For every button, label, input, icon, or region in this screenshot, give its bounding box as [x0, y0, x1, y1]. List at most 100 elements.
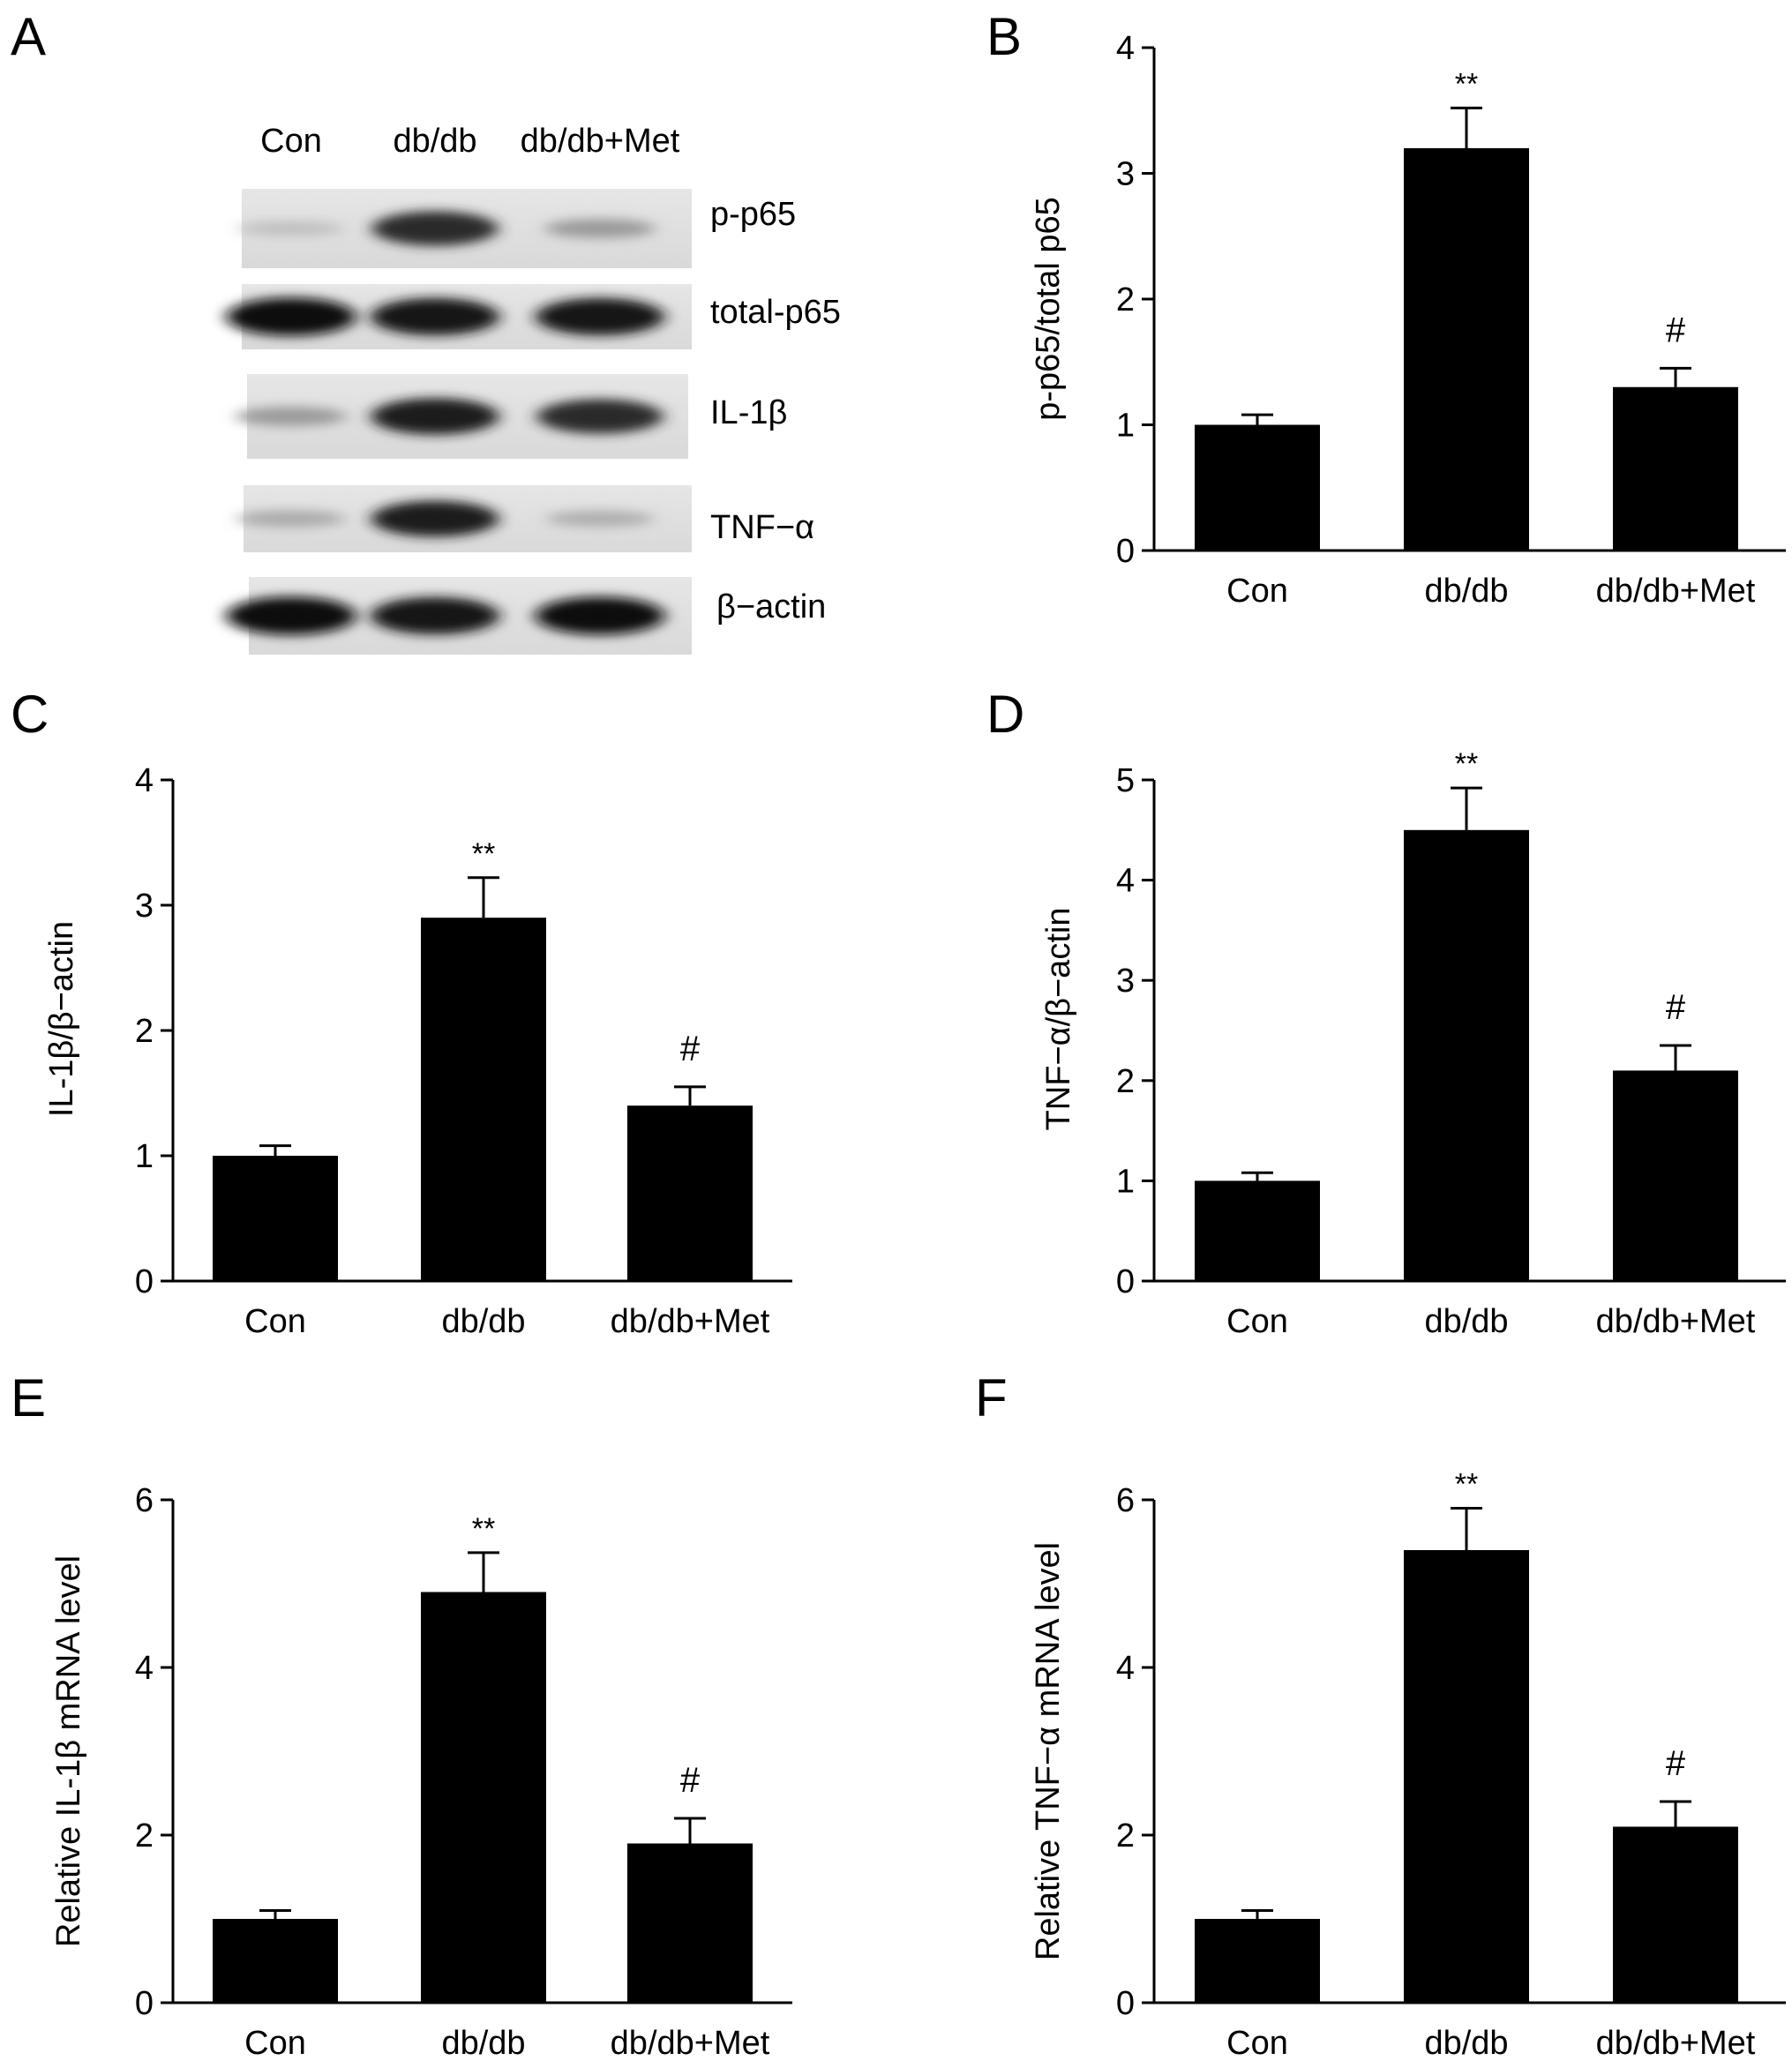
y-tick-label: 4 [135, 762, 154, 799]
chart-panel-b: B 0 1 2 3 4 p-p65/total p65 Con ** db/db # db/db+Me… [986, 7, 1786, 610]
blot-lane-labels: Con db/db db/db+Met [260, 123, 680, 160]
y-tick-label: 2 [135, 1817, 154, 1854]
blot-band-p-p65-db-db [371, 211, 499, 246]
y-tick-label: 0 [135, 1985, 154, 2022]
bar-db-db [421, 1592, 546, 2003]
panel-letter-c: C [11, 685, 49, 744]
blot-band-il-1-db-db-met [536, 399, 664, 434]
y-axis-label: TNF−α/β−actin [1040, 908, 1077, 1131]
y-tick-label: 6 [1116, 1482, 1135, 1519]
category-label-con: Con [244, 2025, 306, 2062]
bar-db-db-met [627, 1843, 753, 2003]
blot-band-il-1-con [236, 407, 347, 426]
category-label-con: Con [1226, 2025, 1288, 2062]
category-label-db-db-met: db/db+Met [1596, 573, 1756, 610]
y-tick-label: 6 [135, 1482, 154, 1519]
bar-db-db [1404, 148, 1529, 551]
blot-band-actin-db-db-met [535, 596, 665, 635]
chart-panel-c: C 0 1 2 3 4 IL-1β/β−actin Con ** db/db # db/db+Met [11, 685, 792, 1340]
y-axis-label: Relative TNF−α mRNA level [1030, 1542, 1067, 1960]
chart-panel-d: D 0 1 2 3 4 5 TNF−α/β−actin Con ** db/db # db/db+Met [986, 685, 1786, 1340]
y-tick-label: 1 [1116, 408, 1135, 445]
panel-letter-d: D [986, 685, 1024, 744]
panel-letter-a: A [11, 7, 46, 66]
bar-con [1195, 1919, 1320, 2003]
bar-db-db-met [1613, 386, 1738, 551]
category-label-db-db-met: db/db+Met [1596, 2025, 1756, 2062]
y-tick-label: 2 [1116, 1063, 1135, 1100]
blot-band-actin-con [226, 596, 356, 635]
bar-db-db-met [1613, 1070, 1738, 1281]
bar-db-db-met [1613, 1826, 1738, 2003]
y-tick-label: 4 [1116, 30, 1135, 67]
panel-letter-f: F [975, 1368, 1008, 1427]
blot-band-p-p65-con [238, 221, 344, 236]
blot-label-tnf: TNF−α [710, 509, 814, 546]
category-label-db-db: db/db [441, 1303, 525, 1340]
blot-strip-il-1: IL-1β [236, 374, 787, 459]
category-label-db-db-met: db/db+Met [1596, 1303, 1756, 1340]
category-label-db-db: db/db [1424, 1303, 1508, 1340]
blot-label-actin: β−actin [716, 588, 826, 626]
y-axis-label: p-p65/total p65 [1030, 197, 1067, 421]
lane-label-con: Con [260, 123, 322, 160]
bar-con [1195, 424, 1320, 551]
chart-panel-e: E 0 2 4 6 Relative IL-1β mRNA level Con ** db/db… [11, 1368, 792, 2062]
significance-stars: ** [1455, 1468, 1478, 1502]
bar-db-db [1404, 829, 1529, 1281]
significance-hash: # [1666, 988, 1686, 1027]
category-label-db-db: db/db [441, 2025, 525, 2062]
blot-band-total-p65-db-db [370, 297, 500, 336]
category-label-db-db: db/db [1424, 2025, 1508, 2062]
blot-band-il-1-db-db [371, 398, 499, 435]
y-tick-label: 2 [135, 1013, 154, 1050]
blot-label-il-1: IL-1β [710, 394, 787, 431]
bar-con [213, 1156, 338, 1281]
blot-strip-actin: β−actin [226, 577, 826, 655]
significance-hash: # [680, 1761, 701, 1800]
significance-stars: ** [472, 837, 495, 871]
category-label-con: Con [244, 1303, 306, 1340]
y-tick-label: 0 [1116, 533, 1135, 570]
y-axis-label: IL-1β/β−actin [43, 921, 80, 1117]
blot-strip-total-p65: total-p65 [226, 284, 841, 349]
category-label-con: Con [1226, 573, 1288, 610]
panel-letter-e: E [11, 1368, 46, 1427]
y-tick-label: 1 [1116, 1163, 1135, 1200]
y-tick-label: 3 [135, 888, 154, 925]
bar-db-db-met [627, 1105, 753, 1281]
panel-letter-b: B [986, 7, 1022, 66]
category-label-db-db-met: db/db+Met [611, 2025, 770, 2062]
blot-band-tnf-con [236, 510, 346, 528]
blot-strips: p-p65 total-p65 IL-1β TNF−α β−actin [226, 189, 841, 655]
y-tick-label: 4 [1116, 863, 1135, 900]
blot-band-total-p65-con [226, 297, 356, 336]
blot-label-p-p65: p-p65 [710, 196, 796, 233]
y-tick-label: 2 [1116, 1817, 1135, 1854]
blot-label-total-p65: total-p65 [710, 294, 841, 331]
significance-hash: # [1666, 311, 1686, 349]
category-label-db-db: db/db [1424, 573, 1508, 610]
y-tick-label: 3 [1116, 963, 1135, 1000]
y-tick-label: 5 [1116, 762, 1135, 799]
blot-strip-p-p65: p-p65 [238, 189, 796, 268]
y-tick-label: 1 [135, 1138, 154, 1175]
blot-band-tnf-db-db [371, 500, 499, 537]
bar-db-db [421, 918, 546, 1281]
y-tick-label: 0 [1116, 1263, 1135, 1300]
bar-con [1195, 1180, 1320, 1281]
significance-stars: ** [472, 1512, 495, 1546]
category-label-con: Con [1226, 1303, 1288, 1340]
chart-panel-f: F 0 2 4 6 Relative TNF−α mRNA level Con ** db/db… [975, 1368, 1786, 2062]
significance-hash: # [680, 1030, 701, 1068]
blot-band-tnf-db-db-met [545, 510, 655, 528]
significance-stars: ** [1455, 747, 1478, 781]
y-tick-label: 2 [1116, 281, 1135, 318]
blot-strip-tnf: TNF−α [236, 485, 814, 552]
y-tick-label: 0 [135, 1263, 154, 1300]
blot-band-p-p65-db-db-met [544, 219, 656, 238]
lane-label-dbdb-met: db/db+Met [521, 123, 680, 160]
significance-hash: # [1666, 1744, 1686, 1783]
